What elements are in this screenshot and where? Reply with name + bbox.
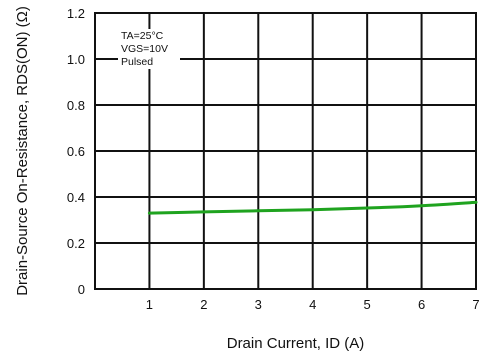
y-axis-title: Drain-Source On-Resistance, RDS(ON) (Ω): [14, 6, 31, 296]
y-tick-label: 0.4: [67, 190, 85, 205]
x-tick-labels: 1 2 3 4 5 6 7: [146, 297, 480, 312]
y-tick-label: 0.2: [67, 236, 85, 251]
x-tick-label: 5: [364, 297, 371, 312]
y-tick-label: 0.8: [67, 98, 85, 113]
annotation-pulsed: Pulsed: [121, 56, 153, 68]
series-layer: [147, 200, 478, 215]
x-tick-label: 7: [472, 297, 479, 312]
series-line-0: [147, 200, 478, 215]
x-axis-title: Drain Current, ID (A): [227, 335, 365, 352]
y-tick-labels: 0 0.2 0.4 0.6 0.8 1.0 1.2: [67, 6, 85, 297]
y-tick-label: 0: [78, 282, 85, 297]
y-tick-label: 1.0: [67, 52, 85, 67]
x-tick-label: 2: [200, 297, 207, 312]
plot-frame: [94, 12, 477, 290]
annotation-gate-voltage: VGS=10V: [121, 43, 168, 55]
y-tick-label: 0.6: [67, 144, 85, 159]
x-tick-label: 1: [146, 297, 153, 312]
x-tick-label: 6: [418, 297, 425, 312]
y-tick-label: 1.2: [67, 6, 85, 21]
x-tick-label: 4: [309, 297, 316, 312]
annotation-temperature: TA=25°C: [121, 30, 164, 42]
x-tick-label: 3: [255, 297, 262, 312]
annotation-box: [118, 29, 180, 69]
